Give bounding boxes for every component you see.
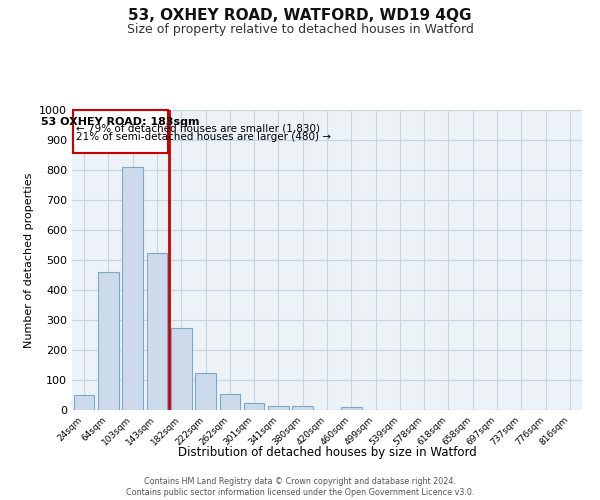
Text: Contains public sector information licensed under the Open Government Licence v3: Contains public sector information licen…: [126, 488, 474, 497]
Bar: [146, 252, 167, 410]
Bar: [244, 402, 265, 410]
Y-axis label: Number of detached properties: Number of detached properties: [23, 172, 34, 348]
Text: Distribution of detached houses by size in Watford: Distribution of detached houses by size …: [178, 446, 476, 459]
Bar: [195, 372, 216, 410]
Bar: [292, 406, 313, 410]
Bar: [74, 395, 94, 410]
Text: Size of property relative to detached houses in Watford: Size of property relative to detached ho…: [127, 22, 473, 36]
Bar: [341, 407, 362, 410]
Bar: [220, 394, 240, 410]
Text: Contains HM Land Registry data © Crown copyright and database right 2024.: Contains HM Land Registry data © Crown c…: [144, 476, 456, 486]
Bar: [268, 406, 289, 410]
Text: 21% of semi-detached houses are larger (480) →: 21% of semi-detached houses are larger (…: [76, 132, 331, 142]
Text: ← 79% of detached houses are smaller (1,830): ← 79% of detached houses are smaller (1,…: [76, 124, 320, 134]
FancyBboxPatch shape: [73, 110, 168, 152]
Text: 53, OXHEY ROAD, WATFORD, WD19 4QG: 53, OXHEY ROAD, WATFORD, WD19 4QG: [128, 8, 472, 22]
Bar: [122, 167, 143, 410]
Text: 53 OXHEY ROAD: 183sqm: 53 OXHEY ROAD: 183sqm: [41, 116, 200, 126]
Bar: [98, 272, 119, 410]
Bar: [171, 328, 191, 410]
